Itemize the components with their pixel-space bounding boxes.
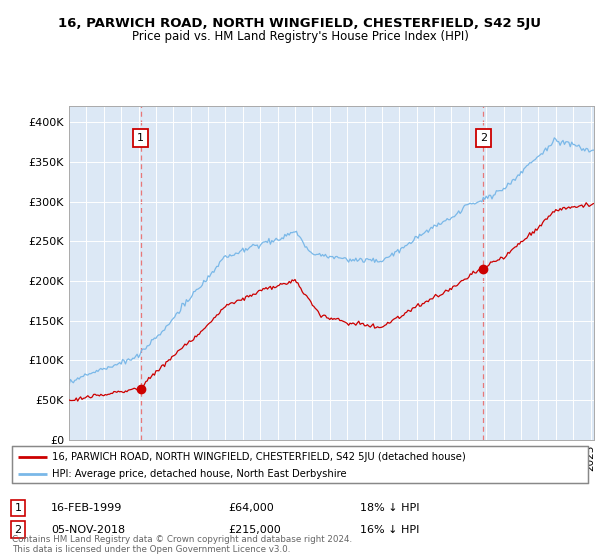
- Text: 1: 1: [137, 133, 144, 143]
- Text: 05-NOV-2018: 05-NOV-2018: [51, 525, 125, 535]
- Text: 2: 2: [480, 133, 487, 143]
- Text: 16-FEB-1999: 16-FEB-1999: [51, 503, 122, 513]
- Text: 2: 2: [14, 525, 22, 535]
- Text: 18% ↓ HPI: 18% ↓ HPI: [360, 503, 419, 513]
- Text: Contains HM Land Registry data © Crown copyright and database right 2024.
This d: Contains HM Land Registry data © Crown c…: [12, 535, 352, 554]
- Text: Price paid vs. HM Land Registry's House Price Index (HPI): Price paid vs. HM Land Registry's House …: [131, 30, 469, 43]
- Text: 16% ↓ HPI: 16% ↓ HPI: [360, 525, 419, 535]
- Text: 1: 1: [14, 503, 22, 513]
- Text: 16, PARWICH ROAD, NORTH WINGFIELD, CHESTERFIELD, S42 5JU (detached house): 16, PARWICH ROAD, NORTH WINGFIELD, CHEST…: [52, 451, 466, 461]
- Text: HPI: Average price, detached house, North East Derbyshire: HPI: Average price, detached house, Nort…: [52, 469, 347, 479]
- Text: £215,000: £215,000: [228, 525, 281, 535]
- Text: £64,000: £64,000: [228, 503, 274, 513]
- Text: 16, PARWICH ROAD, NORTH WINGFIELD, CHESTERFIELD, S42 5JU: 16, PARWICH ROAD, NORTH WINGFIELD, CHEST…: [59, 17, 542, 30]
